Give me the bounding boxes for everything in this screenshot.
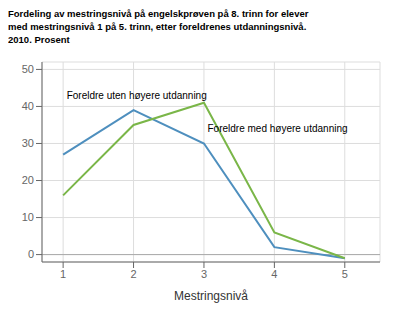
html-text:2010. Prosent: 2010. Prosent	[8, 33, 70, 45]
svg-text:20: 20	[22, 175, 34, 187]
svg-text:1: 1	[60, 268, 66, 280]
svg-text:2: 2	[130, 268, 136, 280]
html-text:Fordeling av mestringsnivå på: Fordeling av mestringsnivå på engelskprø…	[8, 8, 309, 19]
svg-text:5: 5	[342, 268, 348, 280]
html-text:med mestringsnivå 1 på 5. trin: med mestringsnivå 1 på 5. trinn, etter f…	[8, 20, 307, 32]
svg-text:30: 30	[22, 138, 34, 150]
svg-text:0: 0	[28, 249, 34, 261]
svg-text:3: 3	[201, 268, 207, 280]
svg-text:Foreldre med høyere utdanning: Foreldre med høyere utdanning	[207, 124, 347, 135]
svg-text:40: 40	[22, 101, 34, 113]
svg-text:Mestringsnivå: Mestringsnivå	[174, 289, 248, 303]
svg-text:4: 4	[271, 268, 277, 280]
svg-text:Foreldre uten høyere utdanning: Foreldre uten høyere utdanning	[67, 90, 207, 101]
svg-text:10: 10	[22, 212, 34, 224]
svg-text:50: 50	[22, 64, 34, 76]
